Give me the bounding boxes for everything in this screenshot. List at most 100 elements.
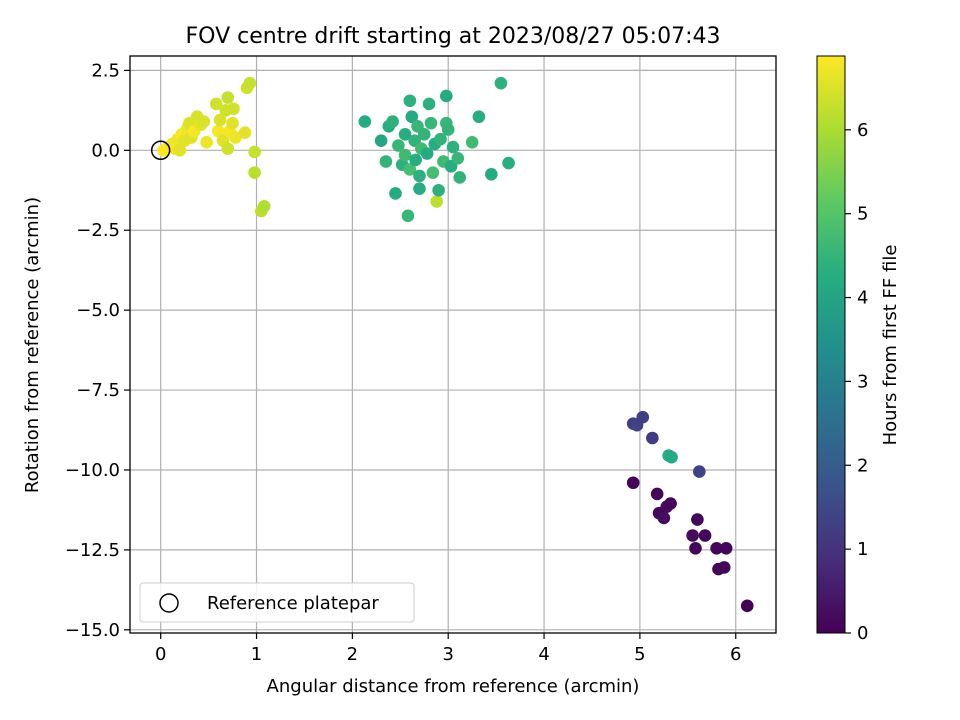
x-tick-label: 6 xyxy=(730,644,741,665)
y-axis-label: Rotation from reference (arcmin) xyxy=(22,197,43,493)
data-point xyxy=(657,511,671,525)
data-point xyxy=(502,156,515,170)
legend: Reference platepar xyxy=(139,582,415,623)
data-point xyxy=(243,76,257,90)
y-tick-label: −5.0 xyxy=(76,300,120,321)
x-tick-label: 4 xyxy=(538,644,549,665)
data-point xyxy=(386,115,399,128)
data-point xyxy=(434,132,447,146)
data-point xyxy=(173,144,187,157)
legend-marker-hollow-circle-icon xyxy=(159,593,179,613)
data-point xyxy=(257,199,271,213)
data-point xyxy=(422,97,436,111)
data-point xyxy=(221,91,235,104)
x-axis-label: Angular distance from reference (arcmin) xyxy=(267,676,640,697)
legend-entry-label: Reference platepar xyxy=(207,593,379,614)
data-point xyxy=(689,541,702,555)
y-tick-label: −12.5 xyxy=(65,540,120,561)
data-point xyxy=(417,128,431,141)
y-tick-label: −2.5 xyxy=(76,220,120,241)
data-point xyxy=(379,155,393,168)
data-point xyxy=(465,136,479,149)
data-points xyxy=(150,76,754,613)
y-axis-ticks: 2.5 0.0 −2.5 −5.0 −7.5 −10.0 −12.5 −15.0 xyxy=(65,60,130,641)
data-point xyxy=(636,410,650,424)
data-point xyxy=(413,182,426,195)
data-point xyxy=(710,541,723,555)
grid-lines xyxy=(130,56,776,633)
legend-box xyxy=(139,582,415,623)
data-point xyxy=(197,115,211,128)
y-tick-label: −10.0 xyxy=(65,460,120,481)
data-point xyxy=(432,183,445,197)
data-point xyxy=(693,465,706,478)
data-point xyxy=(409,153,422,167)
colorbar-gradient xyxy=(816,55,846,634)
y-tick-label: 2.5 xyxy=(91,60,120,81)
data-point xyxy=(248,166,261,179)
data-point xyxy=(626,476,640,490)
data-point xyxy=(420,147,434,160)
colorbar-tick-label: 0 xyxy=(857,623,868,644)
data-point xyxy=(227,102,240,116)
data-point xyxy=(451,151,465,165)
data-point xyxy=(213,113,227,127)
data-point xyxy=(358,115,372,128)
data-point xyxy=(650,487,664,501)
data-point xyxy=(403,94,417,108)
data-point xyxy=(439,89,453,103)
colorbar-tick-label: 1 xyxy=(857,539,868,560)
colorbar-tick-label: 5 xyxy=(857,204,868,225)
reference-platepar-marker xyxy=(150,140,171,161)
x-tick-label: 1 xyxy=(251,644,262,665)
y-tick-label: 0.0 xyxy=(91,140,120,161)
colorbar-tick-label: 6 xyxy=(857,120,868,141)
y-tick-label: −15.0 xyxy=(65,620,120,641)
data-point xyxy=(403,163,417,176)
data-point xyxy=(426,166,440,179)
data-point xyxy=(698,529,712,542)
data-point xyxy=(398,148,412,162)
x-axis-ticks: 0 1 2 3 4 5 6 xyxy=(155,633,741,665)
colorbar-tick-label: 4 xyxy=(857,288,868,309)
data-point xyxy=(691,513,704,526)
data-point xyxy=(405,110,419,124)
data-point xyxy=(413,169,426,183)
data-point xyxy=(686,529,699,542)
data-point xyxy=(485,167,498,181)
data-point xyxy=(453,171,467,184)
colorbar-tick-label: 3 xyxy=(857,371,868,392)
data-point xyxy=(226,116,239,130)
data-point xyxy=(740,599,754,613)
colorbar-label: Hours from first FF file xyxy=(880,245,901,446)
data-point xyxy=(209,97,223,111)
data-point xyxy=(494,76,508,90)
data-point xyxy=(719,541,733,555)
data-point xyxy=(646,431,659,445)
data-point xyxy=(430,195,444,208)
data-point xyxy=(392,139,405,152)
x-tick-label: 2 xyxy=(347,644,358,665)
data-point xyxy=(248,145,261,159)
data-point xyxy=(398,128,412,141)
chart-title: FOV centre drift starting at 2023/08/27 … xyxy=(186,24,721,49)
data-point xyxy=(441,123,455,136)
data-point xyxy=(238,126,252,140)
data-point xyxy=(472,110,486,124)
data-point xyxy=(446,140,460,154)
data-point xyxy=(200,136,213,149)
plot-frame xyxy=(129,55,777,634)
y-tick-label: −7.5 xyxy=(76,380,120,401)
data-point xyxy=(374,134,388,148)
data-point xyxy=(229,131,242,144)
data-point xyxy=(664,497,677,510)
data-point xyxy=(665,450,678,464)
x-tick-label: 0 xyxy=(155,644,166,665)
x-tick-label: 3 xyxy=(442,644,453,665)
data-point xyxy=(717,561,731,574)
x-tick-label: 5 xyxy=(634,644,645,665)
data-point xyxy=(389,187,402,200)
data-point xyxy=(401,209,415,223)
colorbar-ticks: 0 1 2 3 4 5 6 xyxy=(845,120,868,644)
